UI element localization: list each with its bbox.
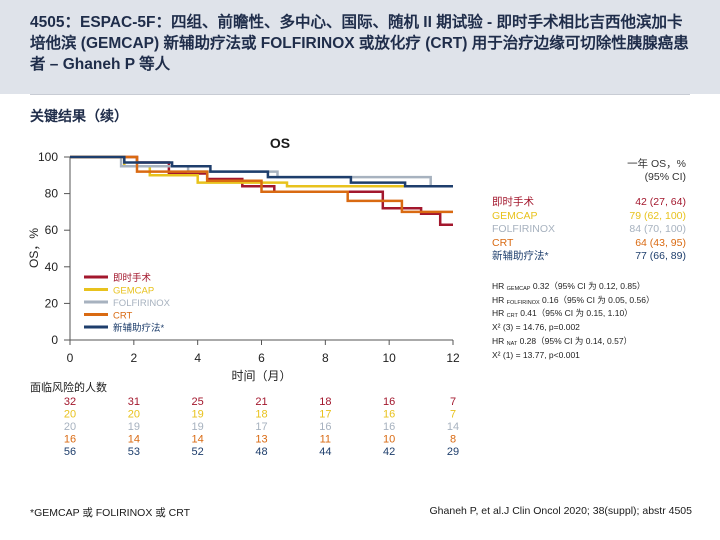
- arm-name: GEMCAP: [492, 209, 538, 222]
- ci-label: (95% CI): [644, 171, 686, 183]
- risk-table-cell: 56: [64, 446, 76, 458]
- y-tick-label: 20: [45, 296, 59, 310]
- x-tick-label: 12: [446, 351, 460, 365]
- y-tick-label: 60: [45, 223, 59, 237]
- risk-table-cell: 7: [450, 409, 456, 421]
- risk-table-cell: 19: [192, 409, 204, 421]
- arm-os-value: 64 (43, 95): [635, 236, 686, 249]
- arm-name: 新辅助疗法*: [492, 250, 549, 262]
- legend-label: 新辅助疗法*: [113, 322, 165, 334]
- risk-table-cell: 20: [64, 409, 76, 421]
- hazard-ratio-line: X² (3) = 14.76, p=0.002: [492, 321, 580, 332]
- risk-table-cell: 42: [383, 446, 395, 458]
- arm-name: FOLFIRINOX: [492, 223, 556, 235]
- risk-table-cell: 16: [383, 396, 395, 408]
- arm-os-value-list: 42 (27, 64) 79 (62, 100) 84 (70, 100) 64 (4…: [586, 196, 686, 264]
- y-tick-label: 40: [45, 260, 59, 274]
- arm-os-value: 79 (62, 100): [629, 209, 686, 222]
- arm-name-list: 即时手术 GEMCAP FOLFIRINOX CRT 新辅助疗法*: [492, 196, 555, 264]
- page-title: 4505：ESPAC-5F：四组、前瞻性、多中心、国际、随机 II 期试验 - …: [30, 14, 689, 73]
- arm-os-value: 42 (27, 64): [635, 196, 686, 208]
- risk-table-cell: 16: [383, 421, 395, 433]
- hazard-ratio-line: HR GEMCAP 0.32（95% CI 为 0.12, 0.85）: [492, 281, 646, 292]
- hazard-ratio-block-nat: HR NAT 0.28（95% CI 为 0.14, 0.57） X² (1) =…: [492, 336, 632, 360]
- risk-table-cell: 19: [192, 421, 204, 433]
- risk-table-cell: 10: [383, 434, 395, 446]
- risk-table-cell: 48: [255, 446, 267, 458]
- risk-table-cell: 16: [64, 434, 76, 446]
- hazard-ratio-line: HR NAT 0.28（95% CI 为 0.14, 0.57）: [492, 336, 633, 347]
- legend-label: GEMCAP: [113, 286, 154, 297]
- risk-table-cell: 14: [447, 421, 459, 433]
- risk-table-cell: 14: [128, 434, 140, 446]
- hazard-ratio-line: HR CRT 0.41（95% CI 为 0.15, 1.10）: [492, 308, 633, 319]
- y-axis-label: OS，%: [27, 228, 41, 268]
- risk-table-cell: 7: [450, 396, 456, 408]
- x-tick-label: 2: [130, 351, 137, 365]
- risk-table-cell: 53: [128, 446, 140, 458]
- risk-table-cell: 20: [128, 409, 140, 421]
- hazard-ratio-line: HR FOLFIRINOX 0.16（95% CI 为 0.05, 0.56）: [492, 294, 655, 306]
- hazard-ratio-block-arms: HR GEMCAP 0.32（95% CI 为 0.12, 0.85） HR FO…: [492, 281, 654, 332]
- citation: Ghaneh P, et al.J Clin Oncol 2020; 38(su…: [429, 505, 692, 517]
- y-tick-label: 80: [45, 187, 59, 201]
- header-divider: [30, 94, 690, 95]
- one-year-os-header: 一年 OS，% (95% CI): [576, 158, 686, 184]
- risk-table-cell: 31: [128, 396, 140, 408]
- risk-table-cell: 52: [192, 446, 204, 458]
- arm-os-value: 84 (70, 100): [629, 223, 686, 235]
- risk-table-cell: 20: [64, 421, 76, 433]
- x-tick-label: 10: [382, 351, 396, 365]
- x-tick-label: 4: [194, 351, 201, 365]
- one-year-os-label: 一年 OS，%: [627, 158, 686, 170]
- risk-table-cell: 13: [255, 434, 267, 446]
- legend-label: CRT: [113, 311, 133, 322]
- risk-table-cell: 44: [319, 446, 331, 458]
- section-subtitle: 关键结果（续）: [30, 108, 128, 124]
- risk-table-cell: 25: [192, 396, 204, 408]
- legend-label: FOLFIRINOX: [113, 298, 171, 309]
- arm-os-value: 77 (66, 89): [635, 250, 686, 262]
- risk-table-cell: 18: [319, 396, 331, 408]
- y-tick-label: 100: [38, 150, 58, 164]
- arm-name: CRT: [492, 236, 514, 249]
- x-axis-label: 时间（月）: [231, 369, 291, 383]
- risk-table-cell: 11: [320, 434, 331, 446]
- risk-table-cell: 17: [319, 409, 331, 421]
- series-line: [70, 155, 453, 188]
- risk-table-cell: 19: [128, 421, 140, 433]
- x-tick-label: 6: [258, 351, 265, 365]
- chart-title: OS: [269, 135, 291, 151]
- number-at-risk-title: 面临风险的人数: [30, 382, 107, 394]
- x-tick-label: 8: [322, 351, 329, 365]
- risk-table-cell: 17: [255, 421, 267, 433]
- arm-name: 即时手术: [492, 196, 534, 208]
- hazard-ratio-line: X² (1) = 13.77, p<0.001: [492, 349, 580, 360]
- risk-table-cell: 29: [447, 446, 459, 458]
- risk-table-cell: 14: [192, 434, 204, 446]
- legend-label: 即时手术: [113, 272, 152, 284]
- header-banner: 4505：ESPAC-5F：四组、前瞻性、多中心、国际、随机 II 期试验 - …: [0, 0, 720, 94]
- y-tick-label: 0: [51, 333, 58, 347]
- x-tick-label: 0: [67, 351, 74, 365]
- risk-table-cell: 18: [255, 409, 267, 421]
- risk-table-cell: 32: [64, 396, 76, 408]
- series-line: [70, 155, 453, 214]
- risk-table-cell: 16: [319, 421, 331, 433]
- risk-table-cell: 8: [450, 434, 456, 446]
- risk-table-cell: 16: [383, 409, 395, 421]
- risk-table-cell: 21: [255, 396, 267, 408]
- footnote: *GEMCAP 或 FOLIRINOX 或 CRT: [30, 507, 191, 519]
